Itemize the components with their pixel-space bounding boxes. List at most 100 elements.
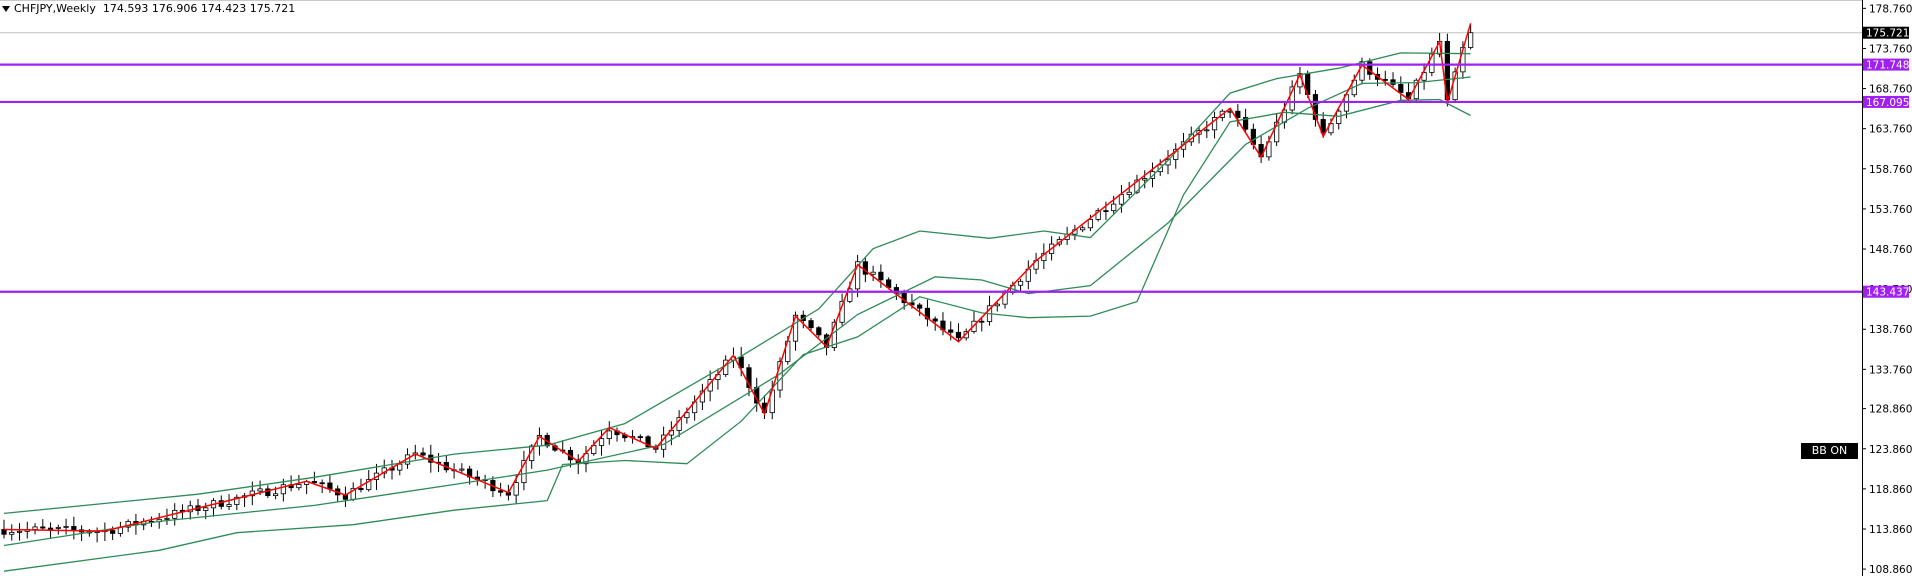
candle-body [847, 288, 853, 302]
bb-on-badge[interactable]: BB ON [1801, 443, 1858, 459]
last-price-label: 175.721 [1866, 28, 1909, 40]
candle-body [684, 412, 690, 419]
y-axis-tick-label: 123.860 [1869, 444, 1912, 456]
candle-body [1087, 219, 1093, 229]
candle-body [1095, 210, 1101, 220]
candle-body [55, 526, 61, 529]
candle-body [1126, 191, 1132, 195]
candle-body [979, 320, 985, 323]
y-axis-tick-label: 148.760 [1869, 244, 1912, 256]
candle-body [1468, 32, 1474, 48]
candle-body [1421, 72, 1427, 81]
candle-body [699, 390, 706, 403]
candle-body [994, 303, 1000, 307]
candle-body [280, 484, 286, 495]
candle-body [831, 321, 837, 348]
level-price-label-bg [1863, 58, 1909, 71]
candle-body [932, 318, 938, 322]
candle-body [397, 463, 403, 471]
collapse-triangle-icon[interactable] [2, 6, 10, 12]
candle-body [645, 436, 651, 448]
candle-body [924, 307, 931, 320]
candle-body [1320, 119, 1326, 134]
candle-body [1134, 179, 1140, 193]
candle-body [870, 271, 876, 275]
candle-body [521, 460, 527, 484]
candle-body [1118, 194, 1125, 205]
y-axis-tick-label: 118.860 [1869, 484, 1912, 496]
y-axis-tick-label: 138.760 [1869, 324, 1912, 336]
candle-body [1359, 61, 1365, 81]
candle-body [32, 526, 38, 530]
candle-body [71, 525, 77, 531]
candle-body [917, 304, 923, 309]
candle-body [1111, 203, 1117, 212]
candle-body [1, 529, 7, 535]
candle-body [855, 261, 861, 290]
candle-body [808, 320, 814, 329]
y-axis-tick-label: 163.760 [1869, 124, 1912, 136]
level-price-label: 171.748 [1866, 60, 1909, 72]
candle-body [1142, 178, 1148, 181]
candle-body [296, 484, 302, 489]
level-price-label: 167.095 [1866, 97, 1909, 109]
candle-body [16, 530, 23, 533]
candle-body [358, 487, 364, 491]
candle-body [513, 482, 519, 496]
candle-body [816, 327, 822, 336]
candle-body [893, 287, 900, 294]
candle-body [1204, 129, 1210, 132]
candle-body [1235, 110, 1241, 118]
candle-body [40, 526, 46, 529]
y-axis-tick-label: 173.760 [1869, 43, 1912, 55]
y-axis-tick-label: 178.760 [1869, 3, 1912, 15]
candle-body [1398, 84, 1404, 93]
candle-body [498, 490, 504, 493]
candle-body [164, 517, 170, 520]
zigzag-line [3, 23, 1472, 532]
y-axis-tick-label: 133.760 [1869, 364, 1912, 376]
candle-body [366, 479, 372, 491]
candle-body [234, 496, 240, 505]
y-axis-tick-label: 113.860 [1869, 524, 1912, 536]
candle-body [327, 482, 333, 490]
candle-body [1429, 53, 1435, 73]
candle-body [63, 525, 69, 528]
candle-body [955, 331, 962, 339]
candle-body [47, 527, 54, 530]
candle-body [311, 481, 318, 484]
y-axis-tick-label: 108.860 [1869, 564, 1912, 576]
candle-body [1211, 117, 1218, 131]
candle-body [272, 493, 279, 497]
candle-body [226, 504, 232, 507]
candle-body [1312, 94, 1319, 120]
candle-body [878, 271, 884, 281]
candle-body [420, 452, 426, 456]
y-axis-tick-label: 158.760 [1869, 164, 1912, 176]
candle-body [9, 531, 15, 535]
bollinger-middle-band [3, 76, 1471, 547]
candle-body [1243, 117, 1249, 130]
candle-body [746, 367, 752, 388]
candle-body [1103, 210, 1109, 213]
candle-body [1367, 61, 1373, 75]
candle-body [637, 436, 643, 439]
candle-body [265, 488, 271, 497]
candle-body [948, 329, 954, 333]
level-price-label-bg [1863, 95, 1909, 108]
candle-body [1080, 227, 1086, 231]
bollinger-upper-band [3, 52, 1471, 515]
y-axis-tick-label: 153.760 [1869, 204, 1912, 216]
candle-body [1390, 79, 1396, 85]
level-price-label-bg [1863, 285, 1909, 298]
candle-body [110, 530, 116, 534]
level-price-label: 143.437 [1866, 287, 1909, 299]
candle-body [1017, 280, 1024, 286]
bollinger-lower-band [3, 98, 1471, 572]
candle-body [1289, 86, 1295, 111]
candle-body [203, 507, 209, 511]
candle-body [606, 430, 612, 440]
chart-symbol: CHFJPY,Weekly [14, 2, 96, 15]
y-axis-tick-label: 168.760 [1869, 84, 1912, 96]
